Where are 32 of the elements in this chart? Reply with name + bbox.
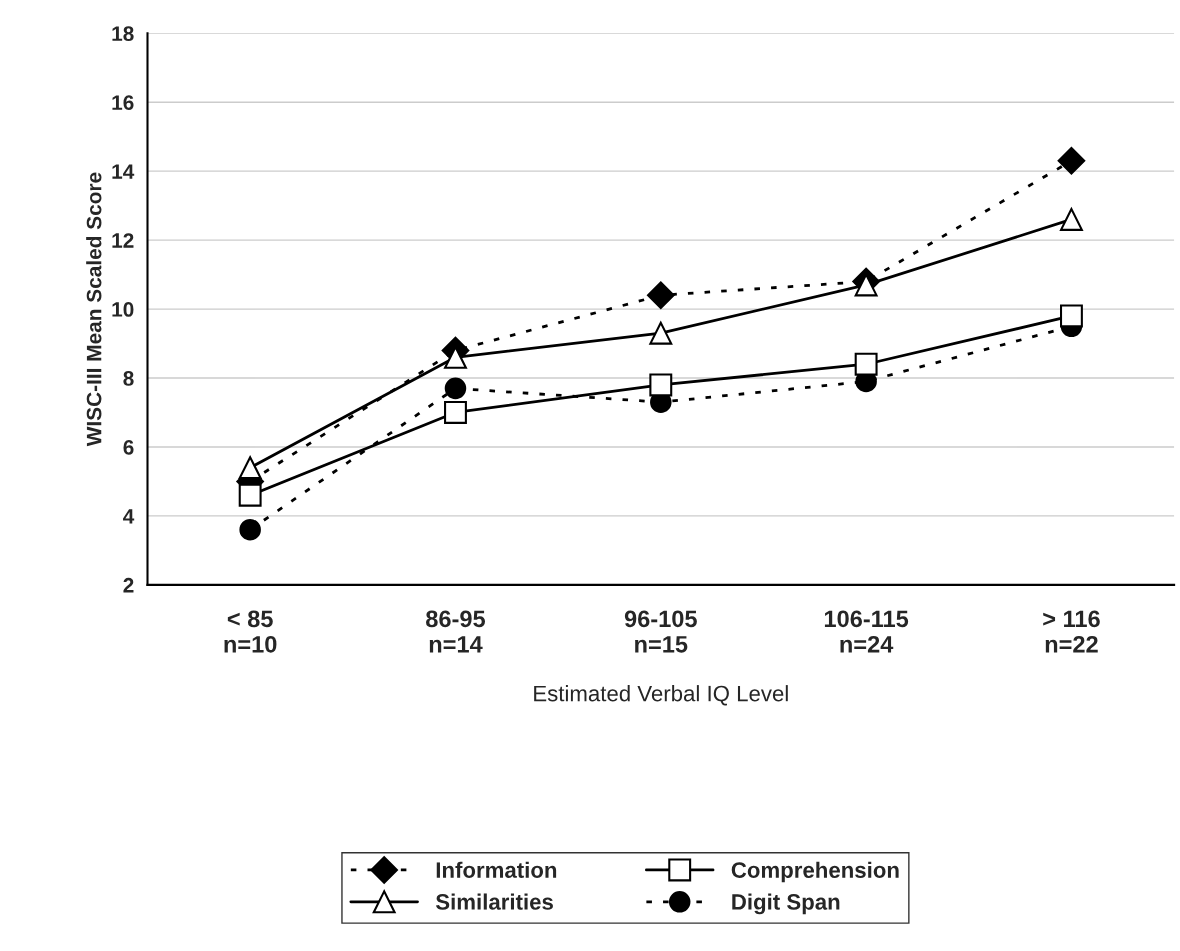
y-tick-label: 10 bbox=[112, 302, 134, 317]
point bbox=[238, 456, 262, 480]
x-axis-title: Estimated Verbal IQ Level bbox=[534, 685, 788, 706]
point bbox=[444, 377, 467, 400]
legend-label: Information bbox=[436, 861, 557, 878]
y-tick-label: 16 bbox=[112, 95, 134, 110]
x-tick-label: > 116 n=22 bbox=[1043, 610, 1100, 653]
y-tick-label: 2 bbox=[123, 577, 134, 593]
legend-label: Digit Span bbox=[732, 893, 840, 915]
y-tick-label: 14 bbox=[112, 164, 135, 179]
legend-label: Similarities bbox=[435, 893, 553, 910]
point bbox=[238, 483, 262, 507]
y-tick-label: 12 bbox=[112, 233, 134, 248]
x-tick-label: 96-105 n=15 bbox=[624, 610, 697, 653]
point bbox=[1057, 147, 1086, 175]
y-tick-label: 6 bbox=[123, 439, 134, 455]
y-axis-title: WISC-III Mean Scaled Score bbox=[86, 172, 102, 447]
point bbox=[646, 281, 675, 310]
y-tick-label: 4 bbox=[123, 509, 135, 524]
legend-label: Comprehension bbox=[731, 861, 899, 883]
x-tick-label: 106-115 n=24 bbox=[824, 610, 909, 653]
x-tick-label: < 85 n=10 bbox=[224, 610, 277, 653]
point bbox=[1059, 207, 1083, 231]
point bbox=[239, 518, 261, 541]
y-tick-label: 18 bbox=[112, 26, 134, 42]
y-tick-label: 8 bbox=[123, 371, 134, 386]
point bbox=[854, 352, 878, 376]
x-tick-label: 86-95 n=14 bbox=[426, 610, 486, 653]
point bbox=[444, 401, 467, 424]
point bbox=[649, 373, 673, 397]
point bbox=[1059, 304, 1083, 328]
point bbox=[649, 321, 673, 345]
